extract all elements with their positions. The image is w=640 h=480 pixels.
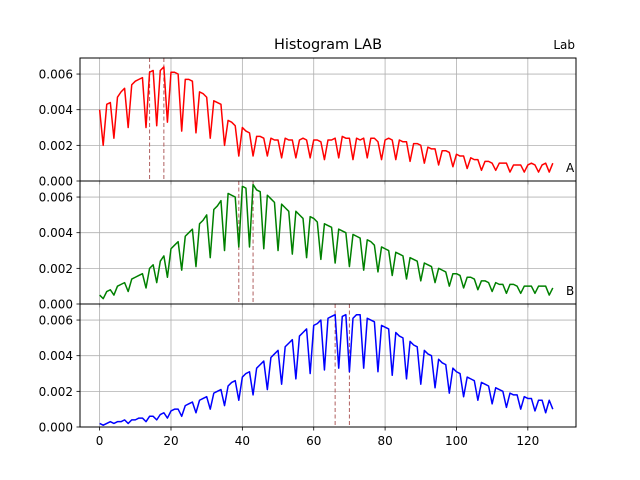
x-tick-label: 60: [306, 434, 321, 448]
chart-panel-2: 0.000 0.002 0.004 0.006 B: [39, 180, 577, 312]
chart-panel-1: 0.000 0.002 0.004 0.006 A: [39, 57, 577, 189]
x-tick-label: 20: [163, 434, 178, 448]
series-line: [98, 66, 554, 173]
y-tick-label: 0.000: [39, 298, 73, 312]
panel-label: B: [566, 284, 574, 298]
x-tick-label: 100: [445, 434, 468, 448]
panel-label: A: [566, 161, 575, 175]
y-tick-label: 0.002: [39, 385, 73, 399]
chart-panel-3: 0.000 0.002 0.004 0.006 0 20 40 60 80 100 120: [39, 303, 577, 448]
y-tick-label: 0.006: [39, 314, 73, 328]
y-tick-label: 0.002: [39, 139, 73, 153]
figure-corner-label: Lab: [553, 38, 575, 52]
y-tick-label: 0.004: [39, 226, 73, 240]
y-tick-label: 0.006: [39, 191, 73, 205]
y-tick-label: 0.002: [39, 262, 73, 276]
y-tick-label: 0.004: [39, 349, 73, 363]
x-tick-label: 120: [516, 434, 539, 448]
x-tick-label: 40: [235, 434, 250, 448]
x-tick-label: 80: [377, 434, 392, 448]
series-line: [99, 183, 554, 300]
series-line: [99, 313, 554, 426]
y-tick-label: 0.006: [39, 68, 73, 82]
axes-frame: [79, 303, 577, 428]
figure-title: Histogram LAB: [274, 37, 382, 53]
y-tick-label: 0.000: [39, 175, 73, 189]
x-tick-label: 0: [96, 434, 104, 448]
y-tick-label: 0.000: [39, 421, 73, 435]
axes-frame: [79, 180, 577, 305]
y-tick-label: 0.004: [39, 103, 73, 117]
